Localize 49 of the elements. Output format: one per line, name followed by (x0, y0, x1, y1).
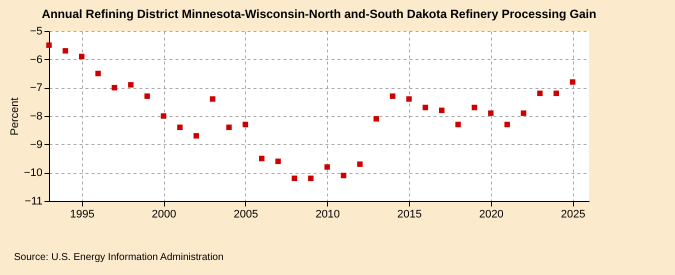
point (144, 93, 150, 99)
point (504, 122, 510, 128)
source-note: Source: U.S. Energy Information Administration (14, 252, 224, 263)
x-tick-label: 2005 (234, 208, 258, 220)
x-tick-label: 1995 (70, 208, 94, 220)
point (177, 124, 183, 130)
chart-title: Annual Refining District Minnesota-Wisconsin-North and-South Dakota Refinery Processing Gain (42, 7, 596, 21)
point (112, 84, 118, 90)
x-tick-label: 2010 (315, 208, 340, 220)
x-tick-label: 2025 (560, 208, 586, 220)
point (128, 82, 134, 88)
point (292, 176, 298, 182)
point (78, 54, 84, 60)
point (520, 110, 526, 116)
x-tick-label: 2020 (479, 208, 504, 220)
y-tick-label: −7 (30, 82, 42, 94)
point (554, 90, 560, 96)
x-tick-label: 2015 (397, 208, 422, 220)
point (258, 156, 264, 162)
point (242, 122, 248, 128)
point (488, 110, 494, 116)
y-tick-label: −9 (30, 138, 42, 151)
point (308, 176, 314, 182)
point (374, 116, 380, 122)
point (275, 158, 281, 164)
point (95, 70, 101, 76)
point (340, 172, 346, 178)
point (455, 122, 461, 128)
y-tick-label: −6 (30, 54, 42, 66)
y-tick-label: −11 (24, 196, 42, 208)
point (194, 133, 200, 139)
point (324, 164, 330, 170)
point (438, 108, 444, 114)
point (210, 96, 216, 102)
point (46, 42, 52, 48)
y-tick-label: −8 (30, 110, 42, 122)
point (472, 104, 478, 110)
point (537, 90, 543, 96)
point (160, 113, 166, 119)
point (357, 161, 363, 167)
point (570, 79, 576, 85)
y-tick-label: −5 (30, 26, 42, 38)
y-tick-label: −10 (24, 167, 42, 180)
x-tick-label: 2000 (152, 208, 176, 220)
point (62, 48, 68, 54)
point (422, 104, 428, 110)
point (390, 93, 396, 99)
point (226, 124, 232, 130)
y-axis-title: Percent (8, 98, 21, 136)
